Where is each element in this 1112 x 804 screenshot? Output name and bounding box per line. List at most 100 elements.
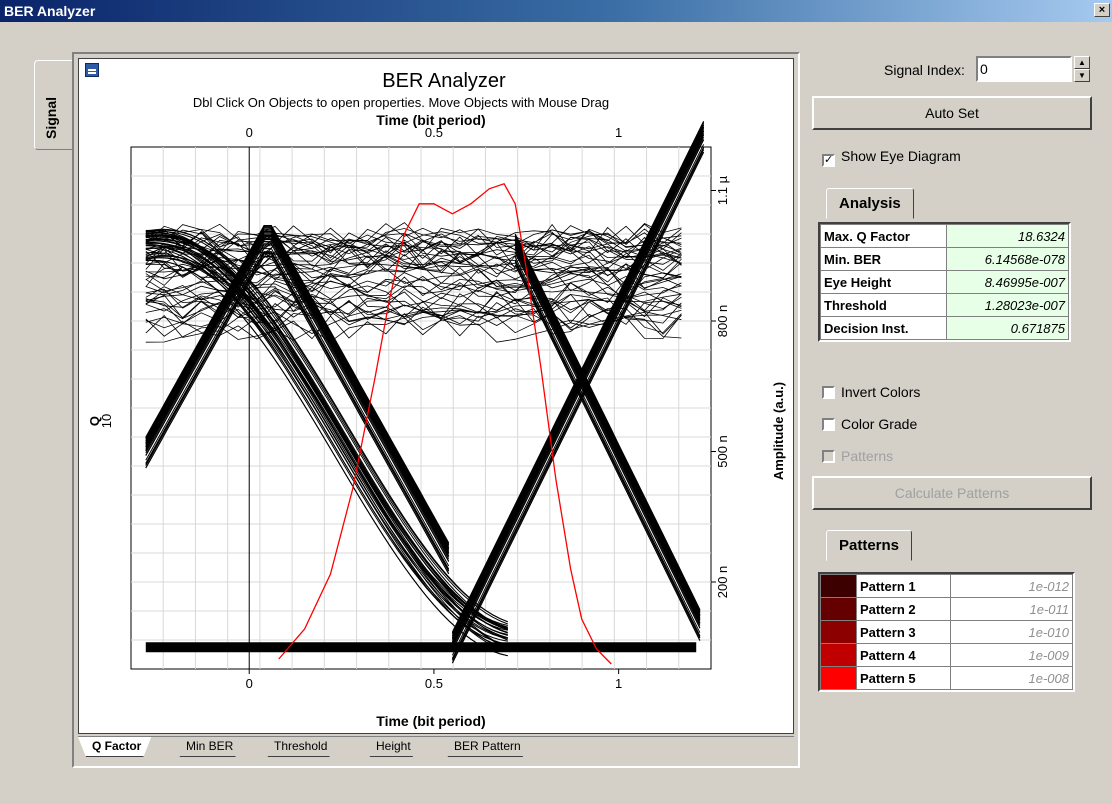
eye-trace-transition — [145, 243, 450, 562]
pattern-value[interactable]: 1e-011 — [950, 597, 1073, 621]
tab-threshold[interactable]: Threshold — [260, 737, 337, 757]
eye-trace-transition — [451, 131, 705, 643]
chart-title: BER Analyzer — [382, 70, 506, 92]
y-tick-label: 500 n — [715, 435, 730, 468]
pattern-row: Pattern 2 1e-011 — [820, 597, 1073, 621]
eye-trace-transition — [514, 235, 701, 613]
pattern-label: Pattern 2 — [856, 597, 951, 621]
eye-trace-high — [145, 299, 682, 326]
y-axis-right-label: Amplitude (a.u.) — [771, 382, 786, 480]
eye-trace-transition — [145, 240, 450, 559]
pattern-row: Pattern 4 1e-009 — [820, 643, 1073, 667]
analysis-label: Threshold — [820, 293, 947, 317]
show-eye-label: Show Eye Diagram — [841, 148, 961, 164]
patterns-check-label: Patterns — [841, 448, 894, 464]
eye-trace-transition — [145, 235, 450, 554]
eye-trace-transition — [145, 255, 509, 648]
chart-properties-icon[interactable] — [85, 63, 99, 77]
color-grade-checkbox[interactable]: Color Grade — [822, 416, 917, 432]
eye-trace-high — [145, 298, 682, 326]
eye-trace-transition — [145, 256, 450, 575]
tab-signal[interactable]: Signal — [34, 60, 74, 150]
analysis-table: Max. Q Factor 18.6324 Min. BER 6.14568e-078… — [818, 222, 1071, 342]
eye-trace-transition — [145, 228, 450, 547]
analysis-value[interactable]: 0.671875 — [946, 316, 1069, 340]
y-axis-left-tick: 10 — [99, 414, 114, 428]
eye-trace-transition — [514, 249, 701, 626]
eye-trace-transition — [451, 134, 705, 646]
q-factor-line — [278, 183, 612, 665]
show-eye-checkbox[interactable]: ✓ Show Eye Diagram — [822, 148, 961, 167]
pattern-value[interactable]: 1e-009 — [950, 643, 1073, 667]
tab-height[interactable]: Height — [362, 737, 421, 757]
eye-trace-transition — [514, 237, 701, 614]
eye-trace-transition — [145, 253, 450, 572]
pattern-label: Pattern 5 — [856, 666, 951, 690]
pattern-label: Pattern 3 — [856, 620, 951, 644]
eye-trace-transition — [451, 144, 705, 656]
analysis-label: Max. Q Factor — [820, 224, 947, 248]
analysis-value[interactable]: 1.28023e-007 — [946, 293, 1069, 317]
eye-trace-transition — [145, 225, 450, 544]
eye-trace-transition — [145, 230, 450, 549]
spin-down-icon[interactable]: ▼ — [1074, 69, 1090, 82]
show-eye-check-icon[interactable]: ✓ — [822, 154, 835, 167]
eye-trace-high — [145, 228, 682, 254]
pattern-swatch[interactable] — [820, 666, 857, 690]
pattern-swatch[interactable] — [820, 574, 857, 598]
x-tick-label: 1 — [615, 676, 622, 691]
pattern-value[interactable]: 1e-010 — [950, 620, 1073, 644]
eye-trace-transition — [514, 251, 701, 628]
invert-colors-checkbox[interactable]: Invert Colors — [822, 384, 920, 400]
analysis-label: Eye Height — [820, 270, 947, 294]
x-tick-label-top: 0.5 — [425, 125, 443, 140]
pattern-row: Pattern 5 1e-008 — [820, 666, 1073, 690]
signal-index-input[interactable]: 0 — [976, 56, 1072, 82]
close-icon: × — [1098, 4, 1106, 16]
tab-min-ber[interactable]: Min BER — [172, 737, 243, 757]
y-tick-label: 200 n — [715, 566, 730, 599]
tab-patterns[interactable]: Patterns — [826, 530, 913, 561]
eye-trace-transition — [145, 238, 508, 635]
close-button[interactable]: × — [1094, 3, 1110, 17]
eye-trace-transition — [451, 151, 705, 664]
analysis-label: Decision Inst. — [820, 316, 947, 340]
tab-q-factor[interactable]: Q Factor — [78, 737, 151, 757]
eye-trace-transition — [451, 127, 705, 640]
eye-trace-transition — [145, 242, 508, 639]
eye-trace-transition — [451, 124, 705, 637]
auto-set-button[interactable]: Auto Set — [812, 96, 1092, 130]
eye-trace-transition — [514, 241, 701, 619]
tab-analysis[interactable]: Analysis — [826, 188, 914, 219]
window-title: BER Analyzer — [4, 3, 96, 19]
pattern-value[interactable]: 1e-012 — [950, 574, 1073, 598]
tab-ber-pattern[interactable]: BER Pattern — [440, 737, 531, 757]
eye-trace-low-band — [145, 642, 697, 653]
pattern-label: Pattern 4 — [856, 643, 951, 667]
eye-trace-high — [145, 242, 682, 269]
eye-trace-transition — [145, 233, 450, 552]
eye-trace-high — [145, 226, 682, 254]
x-tick-label-top: 1 — [615, 125, 622, 140]
analysis-value[interactable]: 8.46995e-007 — [946, 270, 1069, 294]
ber-chart[interactable]: BER Analyzer Dbl Click On Objects to ope… — [79, 59, 793, 733]
analysis-value[interactable]: 18.6324 — [946, 224, 1069, 248]
signal-index-stepper[interactable]: ▲ ▼ — [1074, 56, 1090, 82]
pattern-swatch[interactable] — [820, 597, 857, 621]
eye-trace-high — [145, 249, 682, 276]
y-tick-label: 1.1 µ — [715, 175, 730, 205]
eye-trace-high — [145, 316, 682, 343]
x-axis-top-label: Time (bit period) — [376, 112, 485, 128]
pattern-swatch[interactable] — [820, 643, 857, 667]
eye-trace-transition — [451, 149, 705, 661]
eye-trace-high — [145, 254, 682, 281]
chart-area[interactable]: BER Analyzer Dbl Click On Objects to ope… — [78, 58, 794, 734]
eye-trace-transition — [145, 235, 508, 631]
eye-trace-transition — [145, 229, 508, 623]
spin-up-icon[interactable]: ▲ — [1074, 56, 1090, 69]
eye-trace-transition — [451, 123, 705, 635]
analysis-value[interactable]: 6.14568e-078 — [946, 247, 1069, 271]
eye-trace-transition — [145, 238, 450, 557]
pattern-swatch[interactable] — [820, 620, 857, 644]
pattern-value[interactable]: 1e-008 — [950, 666, 1073, 690]
